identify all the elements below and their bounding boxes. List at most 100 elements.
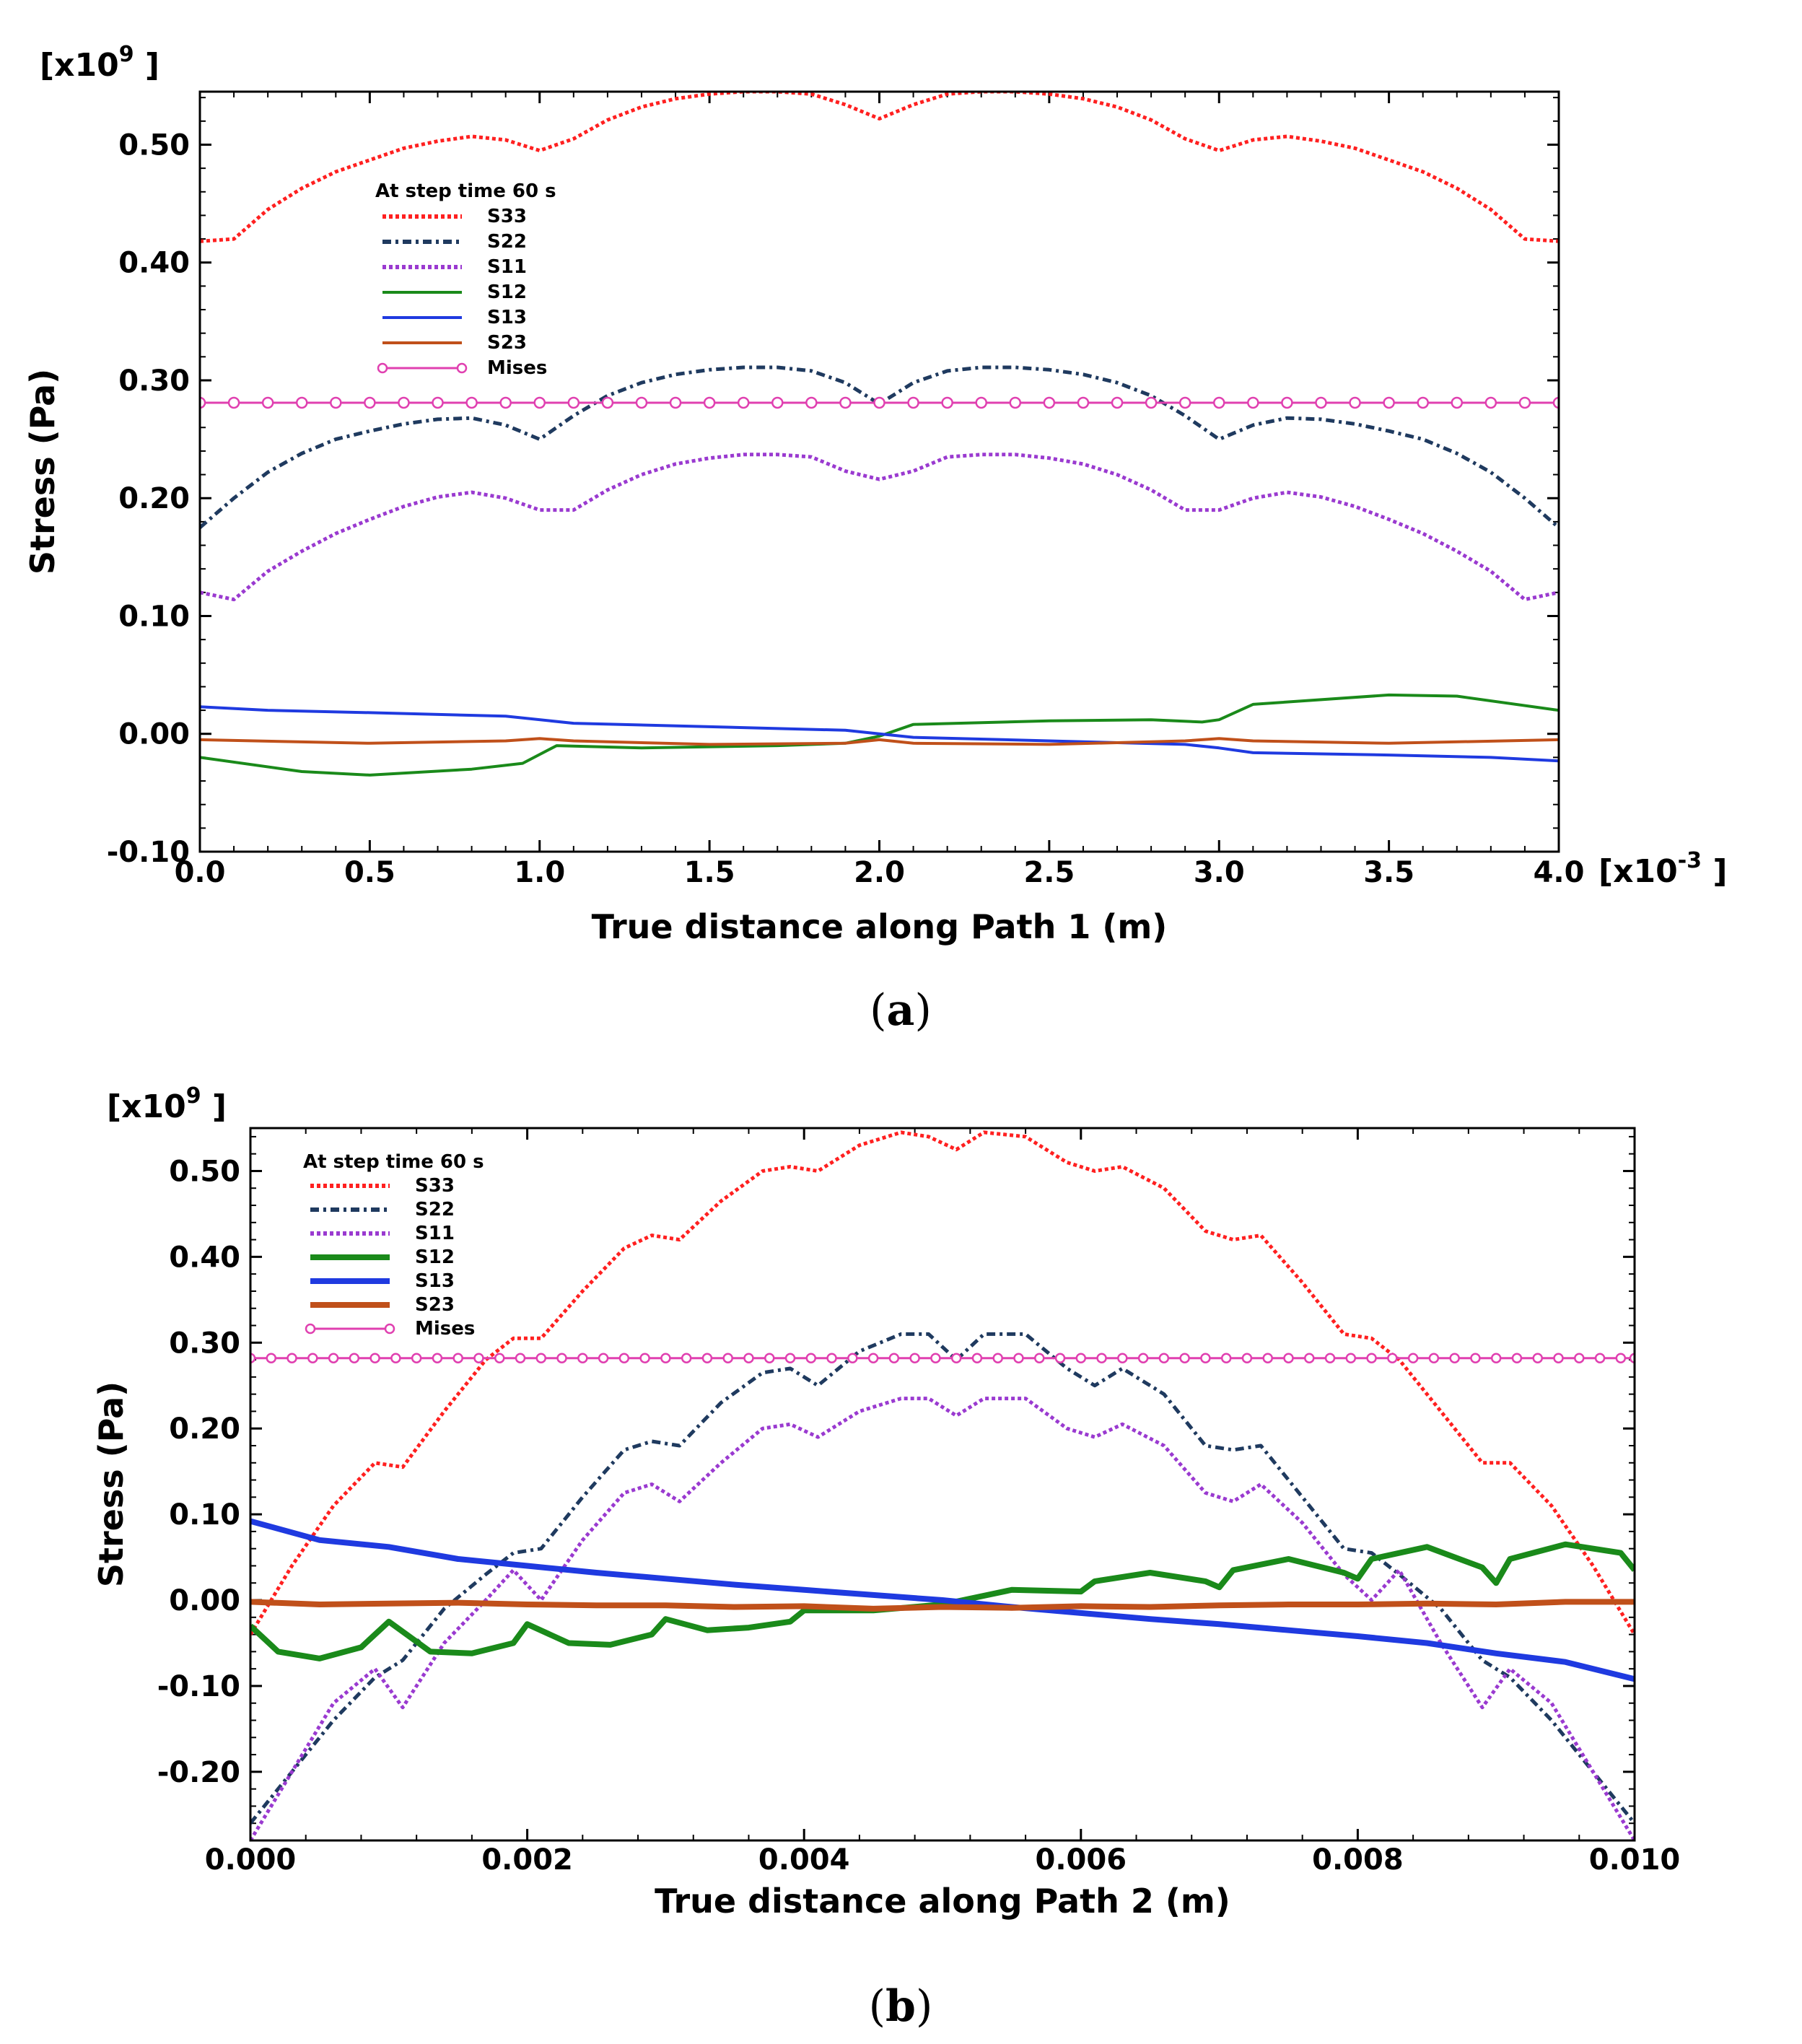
series-mises-point	[681, 1353, 692, 1363]
y-tick-label: -0.20	[157, 1756, 240, 1789]
legend-marker	[456, 362, 468, 374]
y-tick-label: 0.10	[169, 1498, 240, 1532]
y-multiplier-label: [x109 ]	[107, 1083, 227, 1125]
chart-panel-b: -0.20 -0.10 0.00 0.10 0.20 0.30 0.40 0.50 0.000 0…	[92, 1083, 1680, 2032]
series-s22-line	[200, 365, 1559, 529]
series-mises-point	[1345, 1353, 1357, 1363]
legend-title: At step time 60 s	[375, 180, 556, 202]
y-tick-label: 0.00	[169, 1584, 240, 1617]
series-mises-point	[839, 396, 852, 409]
series-mises-point	[1304, 1353, 1315, 1363]
y-axis-label: Stress (Pa)	[23, 369, 62, 575]
series-mises-point	[1043, 396, 1056, 409]
series-mises-point	[722, 1353, 733, 1363]
series-mises-point	[1075, 1353, 1087, 1363]
legend-label-s22: S22	[415, 1199, 455, 1220]
series-mises-point	[1013, 1353, 1024, 1363]
series-mises-point	[598, 1353, 609, 1363]
x-tick-label: 3.5	[1363, 856, 1414, 889]
series-s23-line	[250, 1599, 1635, 1612]
series-mises-point	[330, 396, 342, 409]
series-layer	[200, 92, 1559, 777]
series-mises-point	[1247, 396, 1259, 409]
series-s22-line	[250, 1332, 1635, 1825]
series-s11-line	[200, 453, 1559, 602]
plot-frame	[198, 90, 1560, 853]
series-mises-point	[771, 396, 784, 409]
legend-label-s33: S33	[487, 206, 527, 227]
y-tick-label: 0.20	[169, 1412, 240, 1446]
legend-label-mises: Mises	[415, 1318, 475, 1340]
series-mises-point	[660, 1353, 671, 1363]
series-mises-point	[1324, 1353, 1336, 1363]
series-mises-point	[515, 1353, 526, 1363]
panel-caption: (b)	[869, 1981, 933, 2032]
series-mises-point	[1366, 1353, 1377, 1363]
series-mises-point	[1200, 1353, 1211, 1363]
series-mises-point	[1137, 1353, 1149, 1363]
series-mises-point	[1349, 396, 1361, 409]
series-mises-point	[992, 1353, 1003, 1363]
series-s13-line	[250, 1518, 1635, 1682]
series-mises-point	[737, 396, 750, 409]
x-tick-label: 0.010	[1589, 1843, 1681, 1877]
series-mises-point	[1178, 396, 1191, 409]
series-mises-point	[499, 396, 512, 409]
x-tick-label: 1.0	[514, 856, 565, 889]
series-mises-point	[1241, 1353, 1253, 1363]
y-tick-label: 0.30	[169, 1327, 240, 1360]
y-tick-label: 0.00	[118, 718, 190, 751]
x-axis-label: True distance along Path 1 (m)	[592, 907, 1168, 946]
series-mises-point	[533, 396, 546, 409]
y-multiplier-label: [x109 ]	[40, 42, 159, 84]
series-mises-point	[1315, 396, 1327, 409]
series-mises-point	[452, 1353, 463, 1363]
series-mises-point	[950, 1353, 962, 1363]
x-tick-label: 0.000	[205, 1843, 297, 1877]
x-tick-label: 0.008	[1312, 1843, 1404, 1877]
legend-label-s11: S11	[415, 1223, 455, 1244]
series-mises-point	[1407, 1353, 1419, 1363]
x-tick-label: 3.0	[1194, 856, 1245, 889]
series-mises-point	[1594, 1353, 1606, 1363]
series-mises-point	[909, 1353, 920, 1363]
series-mises-point	[743, 1353, 754, 1363]
x-tick-label: 2.0	[854, 856, 905, 889]
series-mises-point	[1283, 1353, 1294, 1363]
series-s23-line	[200, 737, 1559, 746]
y-tick-label: 0.30	[118, 364, 190, 398]
series-mises-point	[349, 1353, 360, 1363]
series-mises-point	[703, 396, 716, 409]
series-mises-point	[1484, 396, 1497, 409]
panel-caption: (a)	[870, 985, 932, 1036]
series-s11-line	[250, 1397, 1635, 1840]
series-mises-point	[307, 1353, 318, 1363]
series-mises-point	[1552, 396, 1559, 409]
series-mises-point	[398, 396, 410, 409]
legend-title: At step time 60 s	[303, 1151, 484, 1173]
series-mises-point	[1145, 396, 1158, 409]
series-mises-point	[295, 396, 308, 409]
series-mises-point	[971, 1353, 983, 1363]
series-mises-point	[1077, 396, 1090, 409]
x-tick-label: 0.004	[758, 1843, 850, 1877]
series-mises-point	[1449, 1353, 1460, 1363]
legend-label-s22: S22	[487, 231, 527, 253]
series-mises-point	[556, 1353, 567, 1363]
series-s33-line	[200, 92, 1559, 243]
series-mises-point	[1451, 396, 1464, 409]
chart-panel-a: -0.10 0.00 0.10 0.20 0.30 0.40 0.50 0.0 0.5 1.0 1.…	[23, 42, 1728, 1036]
series-mises-point	[1417, 396, 1429, 409]
series-mises-point	[1179, 1353, 1190, 1363]
x-tick-label: 4.0	[1534, 856, 1585, 889]
x-tick-label: 0.0	[175, 856, 226, 889]
series-mises-point	[669, 396, 682, 409]
plot-frame	[249, 1127, 1636, 1842]
series-mises-point	[867, 1353, 879, 1363]
series-mises-point	[432, 396, 444, 409]
series-mises-point	[535, 1353, 547, 1363]
legend-label-s23: S23	[415, 1294, 455, 1316]
series-mises-point	[1096, 1353, 1107, 1363]
